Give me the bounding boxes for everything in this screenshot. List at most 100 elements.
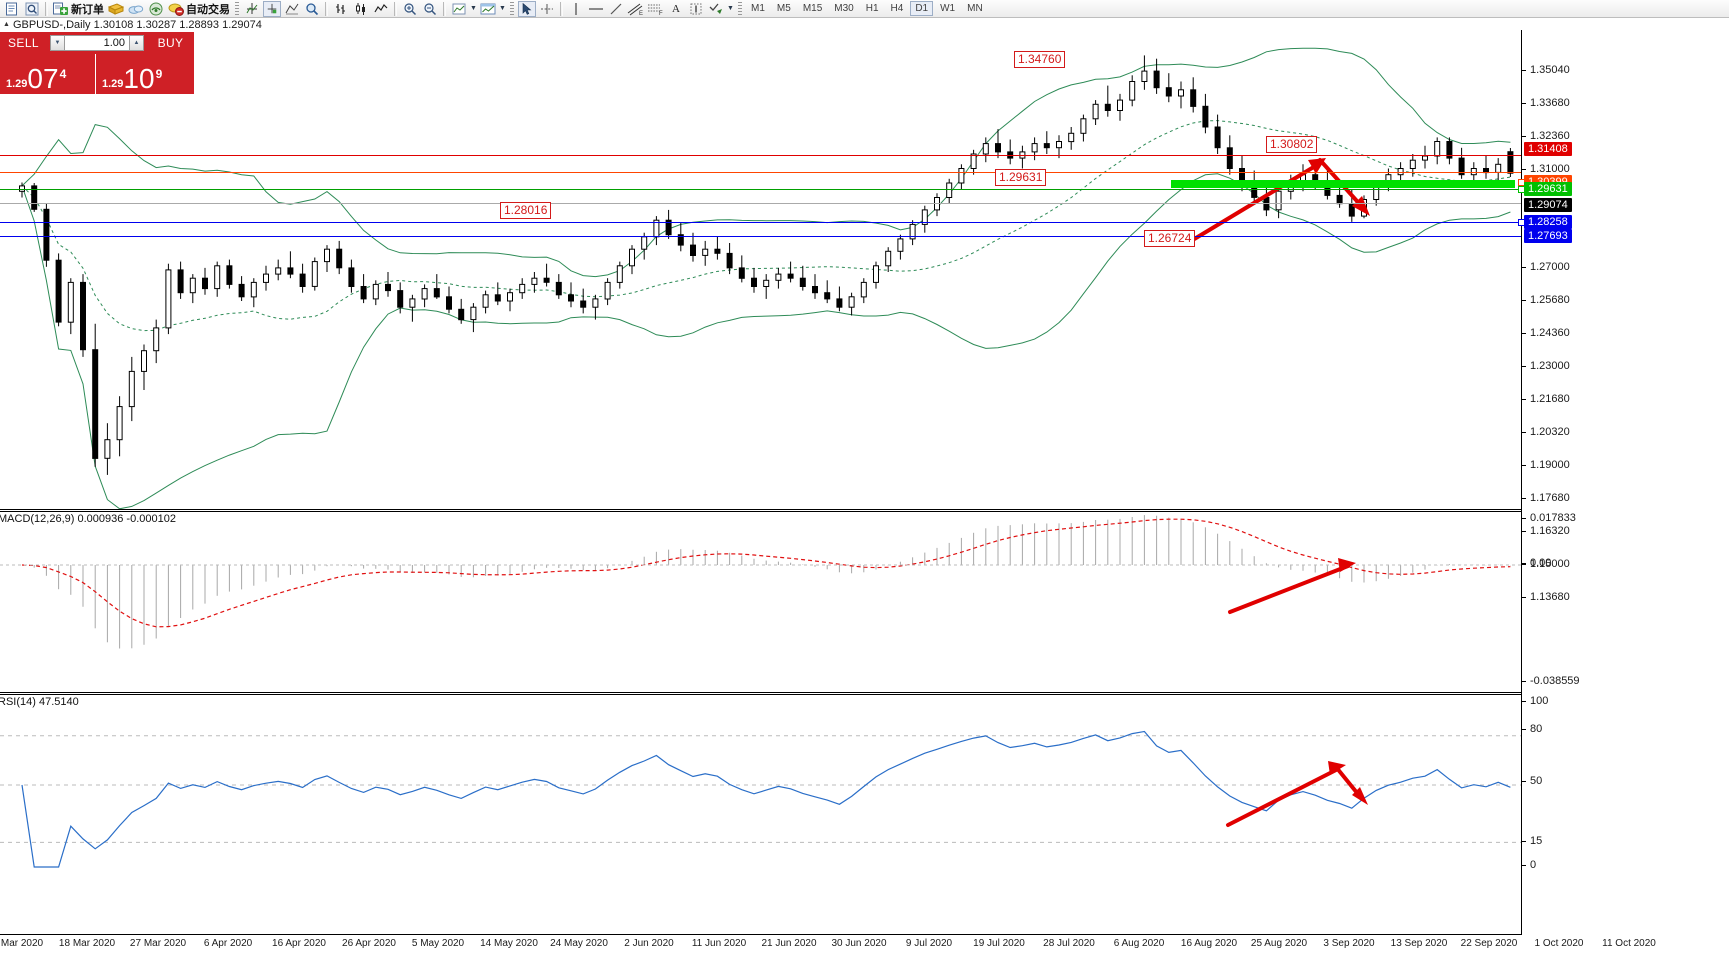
time-axis-label: 6 Apr 2020 — [203, 938, 253, 949]
vline-icon[interactable] — [567, 1, 585, 17]
new-order-label[interactable]: 新订单 — [71, 3, 104, 16]
label-130802[interactable]: 1.30802 — [1266, 136, 1318, 153]
chart-shift-icon[interactable] — [283, 1, 301, 17]
bar-chart-icon[interactable] — [332, 1, 350, 17]
label-134760[interactable]: 1.34760 — [1014, 51, 1066, 68]
badge-support-129631-handle[interactable] — [1518, 186, 1525, 193]
price-pane[interactable]: 1.34760 1.30802 1.29631 1.28016 1.26724 … — [0, 30, 1521, 510]
time-axis-label: Mar 2020 — [0, 938, 44, 949]
hline-129631[interactable] — [0, 189, 1521, 190]
candle-chart-icon[interactable] — [352, 1, 370, 17]
cursor-icon[interactable] — [518, 0, 536, 17]
fibo-icon[interactable]: F — [647, 1, 665, 17]
macd-pane[interactable]: MACD(12,26,9) 0.000936 -0.000102 — [0, 511, 1521, 693]
badge-last-price-129074[interactable]: 1.29074 — [1524, 198, 1572, 212]
templates-icon[interactable] — [479, 1, 497, 17]
cloud-icon[interactable] — [127, 1, 145, 17]
label-129631[interactable]: 1.29631 — [995, 169, 1047, 186]
chart-canvas[interactable]: ▲ GBPUSD-,Daily 1.30108 1.30287 1.28893 1… — [0, 19, 1729, 955]
hline-129074-current — [0, 203, 1521, 204]
crosshair-icon[interactable] — [538, 1, 556, 17]
time-axis-label: 22 Sep 2020 — [1460, 938, 1518, 949]
line-chart-icon[interactable] — [372, 1, 390, 17]
badge-level-128258-handle[interactable] — [1518, 219, 1525, 226]
label-128016[interactable]: 1.28016 — [500, 202, 552, 219]
equidistant-channel-icon[interactable]: E — [627, 1, 645, 17]
toolbar-grip-2[interactable] — [510, 1, 514, 16]
badge-resistance-131408[interactable]: 1.31408 — [1524, 142, 1572, 156]
data-window-icon[interactable] — [3, 1, 21, 17]
time-axis-label: 30 Jun 2020 — [831, 938, 887, 949]
tick-label: 1.24360 — [1530, 327, 1570, 339]
volume-input[interactable]: 1.00 — [65, 35, 129, 51]
tick-label: 80 — [1530, 723, 1543, 735]
hline-127693[interactable] — [0, 236, 1521, 237]
zoom-in-icon[interactable] — [401, 1, 419, 17]
hline-128258[interactable] — [0, 222, 1521, 223]
new-order-icon[interactable] — [52, 1, 70, 17]
label-126724[interactable]: 1.26724 — [1144, 230, 1196, 247]
tick-label: 1.21680 — [1530, 393, 1570, 405]
indicators-icon[interactable] — [243, 1, 261, 17]
sell-price-display[interactable]: 1.29 07 4 — [0, 54, 96, 94]
objects-icon[interactable] — [707, 1, 725, 17]
autoscroll-chevron-down-icon[interactable]: ▼ — [470, 5, 477, 12]
zoom-out-icon[interactable] — [421, 1, 439, 17]
timeframe-h1[interactable]: H1 — [865, 3, 879, 14]
text-icon[interactable]: A — [667, 1, 685, 17]
search-icon[interactable] — [303, 1, 321, 17]
timeframe-d1[interactable]: D1 — [910, 1, 934, 16]
tick-dash — [1522, 465, 1526, 466]
price-scale[interactable]: 1.35040 1.33680 1.32360 1.31000 1.27000 1.256… — [1518, 30, 1729, 935]
buy-button[interactable]: BUY — [147, 32, 194, 54]
buy-price-display[interactable]: 1.29 10 9 — [96, 54, 194, 94]
time-axis-label: 19 Jul 2020 — [973, 938, 1025, 949]
tick-label: 0.00 — [1530, 557, 1552, 569]
toolbar-grip-3[interactable] — [738, 1, 742, 16]
volume-decrease-button[interactable]: ▼ — [50, 35, 65, 51]
one-click-trading-panel[interactable]: SELL ▼ 1.00 ▲ BUY 1.29 07 4 1.29 10 9 — [0, 32, 194, 94]
hline-icon[interactable] — [587, 1, 605, 17]
auto-trading-label[interactable]: 自动交易 — [186, 3, 230, 16]
time-axis-label: 9 Jul 2020 — [905, 938, 953, 949]
signals-icon[interactable] — [147, 1, 165, 17]
toolbar-grip[interactable] — [235, 1, 239, 16]
timeframe-m30[interactable]: M30 — [834, 3, 854, 14]
badge-level-128258[interactable]: 1.28258 — [1524, 215, 1572, 229]
tick-dash — [1522, 518, 1526, 519]
timeframe-m1[interactable]: M1 — [751, 3, 765, 14]
rsi-pane[interactable]: RSI(14) 47.5140 — [0, 694, 1521, 935]
text-tool-glyph: A — [672, 2, 680, 15]
tick-label: 1.17680 — [1530, 492, 1570, 504]
timeframe-m15[interactable]: M15 — [802, 3, 823, 14]
zoom-icon[interactable] — [23, 1, 41, 17]
label-icon[interactable] — [687, 1, 705, 17]
indicator-insert-icon[interactable] — [263, 0, 281, 17]
support-zone-rectangle[interactable] — [1171, 180, 1515, 188]
timeframe-m5[interactable]: M5 — [776, 3, 791, 14]
timeframe-w1[interactable]: W1 — [940, 3, 956, 14]
timeframe-h4[interactable]: H4 — [890, 3, 904, 14]
price-chart-svg — [19, 47, 1514, 509]
hline-130399[interactable] — [0, 172, 1521, 173]
timeframe-mn[interactable]: MN — [967, 3, 983, 14]
time-axis-label: 5 May 2020 — [411, 938, 465, 949]
templates-chevron-down-icon[interactable]: ▼ — [499, 5, 506, 12]
autotrading-icon[interactable] — [167, 1, 185, 17]
tick-dash — [1522, 333, 1526, 334]
tick-dash — [1522, 169, 1526, 170]
volume-increase-button[interactable]: ▲ — [129, 35, 144, 51]
history-icon[interactable] — [107, 1, 125, 17]
objects-chevron-down-icon[interactable]: ▼ — [727, 5, 734, 12]
time-scale[interactable]: Mar 2020 18 Mar 2020 27 Mar 2020 6 Apr 2020… — [0, 936, 1656, 955]
time-axis-label: 27 Mar 2020 — [129, 938, 187, 949]
collapse-triangle-icon[interactable]: ▲ — [3, 21, 10, 28]
trendline-icon[interactable] — [607, 1, 625, 17]
tick-label: 1.19000 — [1530, 459, 1570, 471]
time-axis-label: 13 Sep 2020 — [1390, 938, 1448, 949]
badge-level-127693[interactable]: 1.27693 — [1524, 229, 1572, 243]
sell-button[interactable]: SELL — [0, 32, 47, 54]
autoscroll-icon[interactable] — [450, 1, 468, 17]
hline-131408[interactable] — [0, 155, 1521, 156]
badge-support-129631[interactable]: 1.29631 — [1524, 182, 1572, 196]
